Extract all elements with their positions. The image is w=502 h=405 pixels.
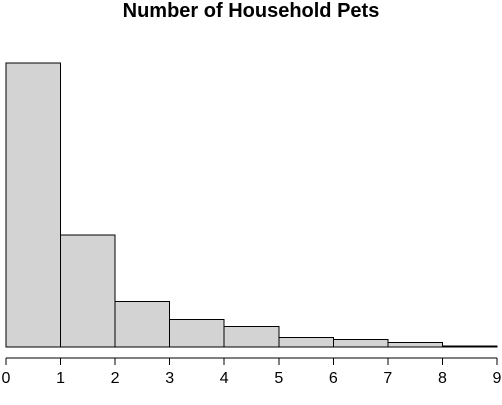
x-tick-label-3: 3 [165, 370, 174, 387]
histogram-bar-6-7 [332, 339, 389, 348]
histogram-bar-0-1 [5, 62, 62, 348]
x-tick-label-0: 0 [2, 370, 11, 387]
x-tick-label-5: 5 [274, 370, 283, 387]
histogram-bar-1-2 [60, 234, 116, 348]
histogram-bar-2-3 [114, 301, 171, 348]
x-tick-label-1: 1 [56, 370, 65, 387]
histogram-bar-8-9 [441, 345, 498, 348]
histogram-bar-7-8 [387, 341, 443, 348]
x-tick-label-9: 9 [493, 370, 502, 387]
x-tick-label-6: 6 [329, 370, 338, 387]
x-tick-label-2: 2 [111, 370, 120, 387]
histogram-bar-4-5 [223, 326, 280, 348]
x-axis: 0 1 2 3 4 5 6 7 8 9 [2, 357, 502, 387]
histogram-bar-5-6 [278, 336, 334, 348]
x-tick-label-7: 7 [383, 370, 392, 387]
chart-title: Number of Household Pets [123, 0, 380, 22]
histogram-bar-3-4 [169, 319, 225, 348]
x-tick-label-4: 4 [220, 370, 229, 387]
bars-group [5, 62, 498, 348]
x-tick-label-8: 8 [438, 370, 447, 387]
